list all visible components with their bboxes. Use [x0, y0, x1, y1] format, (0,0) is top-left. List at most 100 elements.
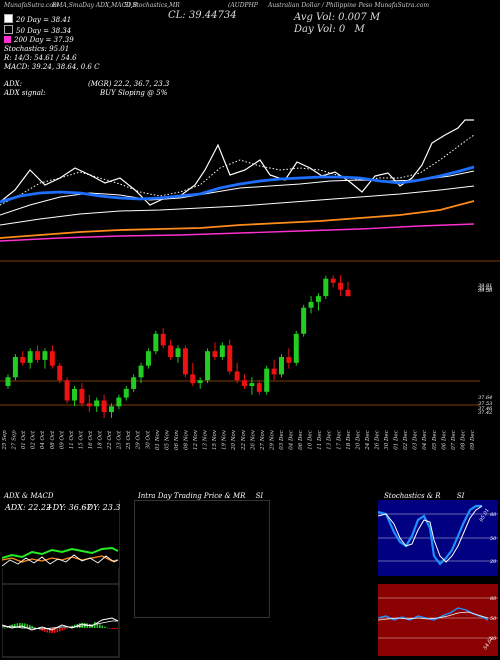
ma-white-dotted: [0, 134, 475, 206]
candle: [271, 359, 277, 381]
date-tick-label: 01 Oct: [21, 430, 27, 449]
adx-value: ADX: 22.22: [4, 503, 51, 512]
candle-body: [27, 351, 33, 363]
candle-body: [123, 388, 129, 398]
date-tick-label: 17 Dec: [336, 430, 342, 450]
rsi-level-20: 20: [489, 636, 497, 642]
date-tick-label: 18 Oct: [98, 430, 104, 449]
macd-hist-bar: [64, 628, 66, 630]
date-tick-label: 08 Oct: [50, 430, 56, 449]
candle: [123, 386, 129, 401]
candle-body: [249, 383, 255, 386]
macd-hist-bar: [99, 624, 101, 628]
date-tick-label: 06 Dec: [441, 430, 447, 450]
stoch-level-80: 80: [490, 512, 497, 518]
candle: [79, 383, 85, 407]
macd-hist-bar: [81, 623, 84, 628]
candle: [145, 348, 151, 369]
stoch-level-20: 20: [489, 559, 497, 565]
candle-body: [79, 388, 85, 404]
day-volume-unit: M: [354, 24, 365, 35]
rsi-white-line: [378, 611, 489, 621]
day-volume-label: Day Vol: 0: [294, 24, 346, 35]
price-level-label: 37.42: [478, 410, 492, 416]
candle: [338, 275, 344, 297]
candle: [256, 380, 262, 395]
candle: [234, 362, 240, 384]
candle: [345, 281, 351, 297]
candle: [278, 354, 284, 378]
date-tick-label: 12 Nov: [193, 429, 199, 450]
macd-hist-bar: [19, 623, 21, 628]
candle: [94, 397, 100, 413]
date-tick-label: 20 Nov: [231, 429, 237, 451]
date-tick-label: 22 Oct: [107, 430, 113, 450]
date-tick-label: 06 Nov: [174, 429, 180, 450]
adx-white-line: [2, 554, 119, 567]
candle: [72, 386, 78, 407]
candle-body: [20, 357, 26, 363]
macd-signal: [2, 620, 118, 630]
candle-body: [323, 278, 329, 297]
candle: [175, 345, 181, 363]
date-tick-label: 19 Nov: [222, 429, 228, 450]
stoch-title: Stochastics & R SI: [384, 492, 465, 500]
candle: [20, 351, 26, 366]
candle: [108, 403, 114, 418]
candle-body: [182, 348, 188, 375]
candle: [168, 339, 174, 360]
date-tick-label: 18 Dec: [346, 430, 352, 450]
candle-body: [108, 406, 114, 413]
candle: [153, 330, 159, 355]
date-tick-label: 08 Nov: [183, 429, 189, 450]
date-tick-label: 15 Oct: [78, 430, 84, 449]
candle-body: [227, 345, 233, 372]
date-tick-label: 13 Dec: [327, 430, 333, 450]
rsi-level-50: 50: [490, 616, 497, 622]
date-tick-label: 16 Oct: [88, 430, 94, 449]
macd-hist-bar: [34, 627, 36, 628]
date-tick-label: 11 Oct: [69, 430, 75, 449]
price-level-label: 37.53: [478, 401, 492, 407]
candle-body: [57, 365, 63, 381]
date-tick-label: 04 Dec: [289, 430, 295, 450]
candle-body: [145, 351, 151, 366]
candle-body: [116, 397, 122, 407]
candle-body: [86, 403, 92, 407]
candle: [86, 394, 92, 413]
candle: [308, 296, 314, 314]
macd-hist-bar: [59, 628, 61, 632]
candle: [131, 374, 137, 392]
candle-body: [168, 345, 174, 357]
macd-hist-bar: [4, 628, 6, 629]
date-tick-label: 25 Sep: [2, 430, 8, 451]
date-tick-label: 27 Nov: [260, 429, 266, 451]
macd-hist-bar: [66, 628, 69, 629]
legend-block: 20 Day = 38.41 50 Day = 38.34 200 Day = …: [4, 14, 99, 72]
stoch-d-line: [378, 505, 483, 563]
avg-volume: Avg Vol: 0.007 M: [294, 12, 381, 23]
date-tick-label: 20 Dec: [355, 430, 361, 451]
candle: [323, 275, 329, 299]
candle: [101, 394, 107, 418]
macd-hist-bar: [46, 628, 49, 633]
candle: [35, 345, 41, 363]
candle: [190, 362, 196, 386]
candle-body: [12, 357, 18, 378]
date-tick-label: 04 Dec: [422, 430, 428, 450]
macd-hist-bar: [16, 623, 19, 628]
date-tick-label: 02 Dec: [403, 430, 409, 450]
candle-body: [101, 400, 107, 413]
legend-macd: MACD: 39.24, 38.64, 0.6 C: [4, 63, 100, 71]
date-axis: 25 Sep 27 Sep 01 Oct 02 Oct 04 Oct 08 Oct 09 O…: [2, 429, 476, 451]
price-level-label: 39.56: [478, 288, 493, 294]
macd-hist-bar: [51, 628, 54, 633]
macd-hist-bar: [26, 624, 29, 628]
date-tick-label: 09 Oct: [59, 430, 65, 449]
candle: [227, 339, 233, 375]
macd-hist-bar: [24, 623, 26, 628]
candle-body: [160, 333, 166, 346]
intraday-panel: [134, 500, 270, 618]
candle: [212, 342, 218, 360]
macd-hist-bar: [91, 624, 94, 628]
